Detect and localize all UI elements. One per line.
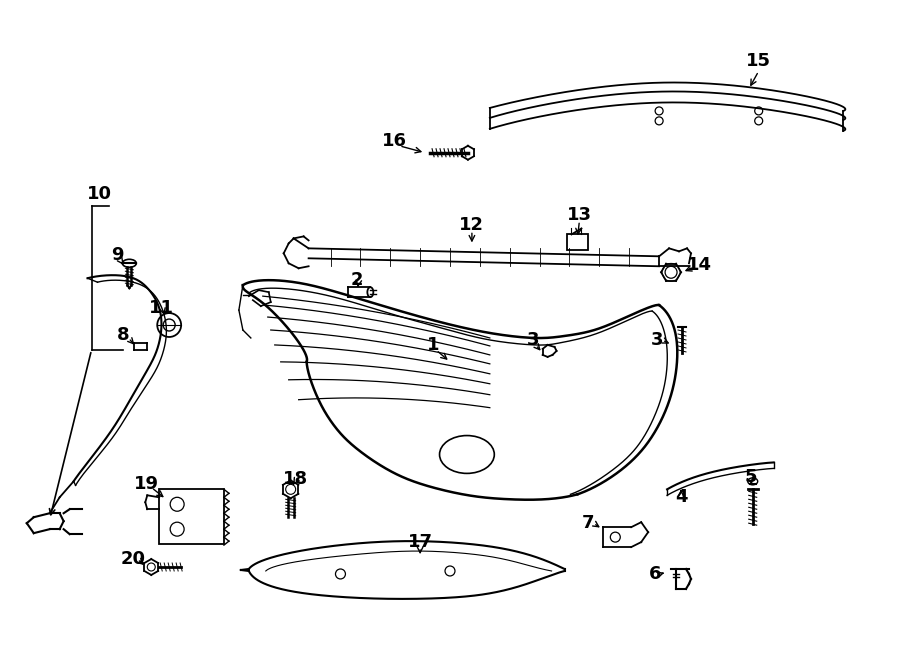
Text: 9: 9 [112,247,123,264]
FancyBboxPatch shape [159,489,224,544]
Text: 3: 3 [651,331,663,349]
Text: 13: 13 [567,206,592,225]
Text: 6: 6 [649,565,662,583]
Text: 19: 19 [134,475,158,493]
Text: 14: 14 [687,256,711,274]
Text: 10: 10 [87,184,112,202]
Text: 8: 8 [117,326,130,344]
Text: 16: 16 [382,132,407,150]
Text: 1: 1 [427,336,439,354]
Text: 2: 2 [350,271,363,290]
Text: 5: 5 [744,469,757,486]
Text: 7: 7 [582,514,595,532]
Text: 4: 4 [675,488,688,506]
Text: 20: 20 [121,550,146,568]
Text: 3: 3 [526,331,539,349]
Text: 15: 15 [746,52,771,70]
Text: 17: 17 [408,533,433,551]
Text: 11: 11 [148,299,174,317]
Text: 12: 12 [459,216,484,235]
FancyBboxPatch shape [566,235,589,251]
Text: 18: 18 [284,471,308,488]
